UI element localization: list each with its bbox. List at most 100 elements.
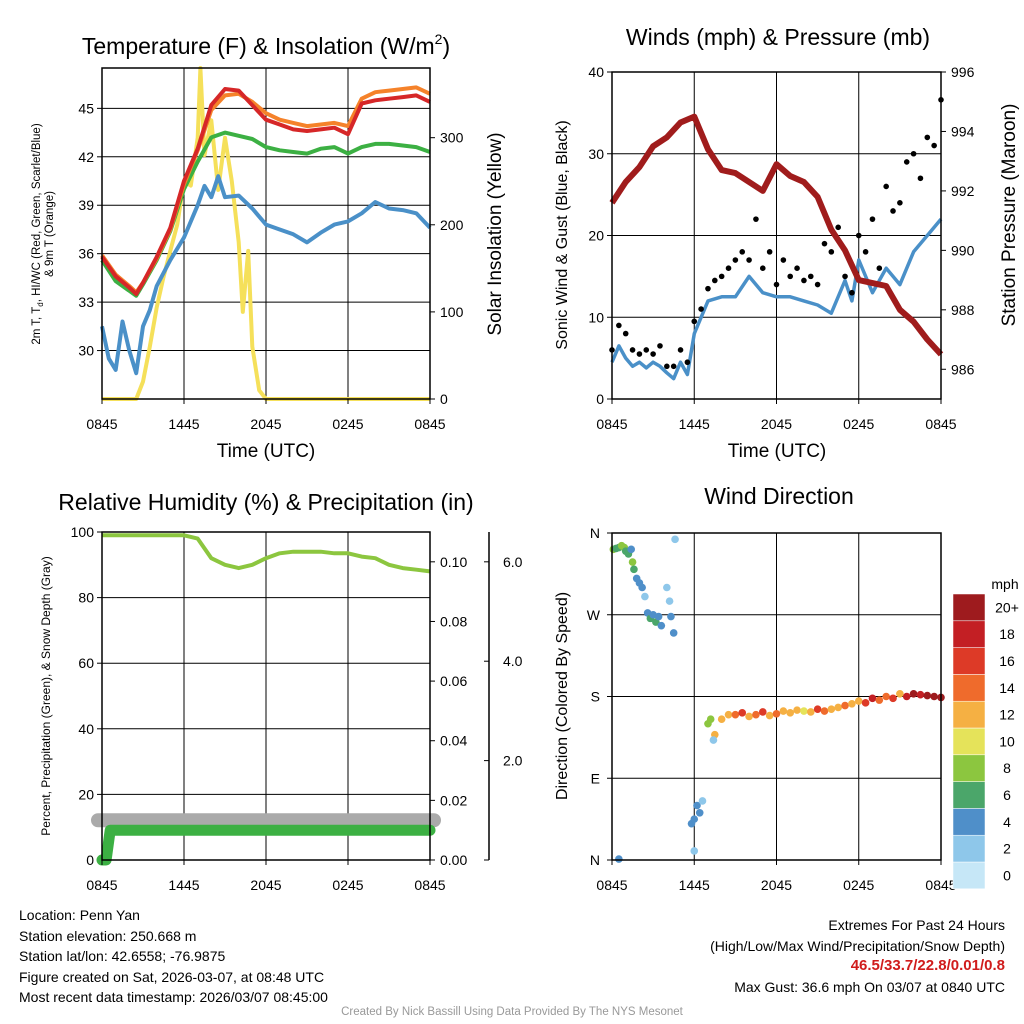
max-gust-text: Max Gust: 36.6 mph On 03/07 at 0840 UTC xyxy=(734,978,1005,995)
recent-data-text: Most recent data timestamp: 2026/03/07 0… xyxy=(19,989,328,1005)
direction-panel: Wind Direction N E S W N 0845 1445 2045 0245 0845… xyxy=(554,483,1019,893)
winds-gust-point xyxy=(725,265,732,272)
direction-point xyxy=(627,545,635,554)
winds-gust-point xyxy=(643,347,650,353)
winds-gust-point xyxy=(753,216,759,222)
winds-series-sonic-wind xyxy=(610,217,943,381)
direction-point xyxy=(793,706,801,714)
direction-point xyxy=(731,710,740,719)
direction-xtick-label: 0845 xyxy=(596,877,627,893)
humidity-ytick-label-right: 0.08 xyxy=(440,613,467,629)
colorbar-label: 12 xyxy=(999,707,1015,723)
winds-xlabel: Time (UTC) xyxy=(728,441,827,462)
direction-point xyxy=(875,696,884,704)
direction-point xyxy=(667,612,675,621)
winds-gust-point xyxy=(759,265,766,272)
winds-gust-point xyxy=(883,183,889,190)
credit-text: Created By Nick Bassill Using Data Provi… xyxy=(341,1006,683,1018)
winds-gust-point xyxy=(855,232,862,239)
colorbar-swatch xyxy=(952,593,986,622)
colorbar-label: 10 xyxy=(999,733,1015,749)
extremes-info: Extremes For Past 24 Hours (High/Low/Max… xyxy=(710,915,1005,997)
meteogram-figure: Temperature (F) & Insolation (W/m2) 30 33… xyxy=(31,24,1020,893)
colorbar-swatch xyxy=(952,674,986,702)
direction-point xyxy=(641,592,649,601)
colorbar-swatch xyxy=(952,834,986,863)
temperature-ylabel-right: Solar Insolation (Yellow) xyxy=(485,132,506,335)
humidity-ytick-label-right: 0.02 xyxy=(440,792,467,808)
colorbar-label: 20+ xyxy=(995,599,1019,615)
direction-point xyxy=(695,808,704,817)
direction-point xyxy=(665,597,674,605)
humidity-ytick-label: 0 xyxy=(86,852,94,868)
elevation-text: Station elevation: 250.668 m xyxy=(19,927,197,944)
direction-point xyxy=(638,583,646,592)
direction-xtick-label: 0845 xyxy=(925,877,956,893)
winds-ytick-label: 20 xyxy=(588,228,604,244)
temperature-panel: Temperature (F) & Insolation (W/m2) 30 33… xyxy=(31,31,506,462)
winds-ytick-label: 40 xyxy=(588,64,604,80)
direction-point xyxy=(806,708,815,716)
winds-gust-point xyxy=(807,273,814,280)
winds-gust-point xyxy=(780,257,787,263)
temperature-ytick-label: 36 xyxy=(78,246,94,262)
winds-gust-point xyxy=(636,351,643,357)
direction-point xyxy=(630,565,638,574)
winds-gust-point xyxy=(849,289,855,296)
winds-gust-point xyxy=(890,208,896,214)
winds-gust-point xyxy=(876,265,883,272)
direction-point xyxy=(765,711,774,720)
direction-xtick-label: 0245 xyxy=(843,877,874,893)
colorbar-label: 18 xyxy=(999,626,1015,642)
colorbar-label: 4 xyxy=(1003,814,1011,830)
humidity-xtick-label: 1445 xyxy=(168,877,199,893)
direction-xtick-label: 1445 xyxy=(679,877,710,893)
direction-point xyxy=(820,707,829,715)
winds-gust-point xyxy=(801,277,807,284)
direction-point xyxy=(896,689,904,698)
winds-ylabel-right: Station Pressure (Maroon) xyxy=(999,104,1020,327)
colorbar-label: 8 xyxy=(1003,760,1011,776)
latlon-text: Station lat/lon: 42.6558; -76.9875 xyxy=(19,948,226,964)
direction-point xyxy=(834,703,842,712)
temperature-plot: 30 33 36 39 42 45 0 100 200 300 0845 1445 2045 0245 08… xyxy=(78,66,464,432)
winds-gust-point xyxy=(718,273,725,280)
direction-point xyxy=(868,694,877,703)
humidity-ytick-label-right: 0.00 xyxy=(440,852,467,868)
direction-xtick-label: 2045 xyxy=(761,877,792,893)
winds-gust-point xyxy=(684,359,691,366)
humidity-xtick-label: 2045 xyxy=(250,877,281,893)
humidity-ytick-label-right: 0.04 xyxy=(440,733,467,749)
direction-point xyxy=(706,715,715,724)
extremes-title: Extremes For Past 24 Hours xyxy=(828,917,1005,933)
winds-ytick-label-right: 988 xyxy=(951,302,975,318)
winds-panel: Winds (mph) & Pressure (mb) 0 10 20 30 40 986… xyxy=(554,24,1020,462)
direction-point xyxy=(916,690,925,699)
humidity-ytick-label: 100 xyxy=(71,524,95,540)
winds-gust-point xyxy=(773,281,780,288)
winds-gust-point xyxy=(622,330,629,337)
winds-gust-point xyxy=(705,285,711,292)
winds-gust-point xyxy=(739,249,746,255)
winds-gust-point xyxy=(766,249,773,255)
winds-gust-point xyxy=(917,175,924,182)
humidity-panel: Relative Humidity (%) & Precipitation (i… xyxy=(39,489,523,893)
winds-gust-point xyxy=(869,216,876,222)
winds-xtick-label: 0245 xyxy=(843,416,874,432)
direction-point xyxy=(930,692,938,701)
colorbar-swatch xyxy=(952,620,986,648)
temperature-xtick-label: 0845 xyxy=(86,416,117,432)
direction-point xyxy=(657,621,666,630)
temperature-ytick-label: 33 xyxy=(78,294,94,310)
temperature-series-2m-t xyxy=(100,87,431,296)
temperature-ytick-label-right: 100 xyxy=(440,304,464,320)
direction-point xyxy=(693,801,701,810)
colorbar-label: 16 xyxy=(999,653,1015,669)
direction-title: Wind Direction xyxy=(704,483,854,509)
direction-ytick-label: E xyxy=(591,770,600,786)
humidity-ytick-label: 80 xyxy=(78,590,94,606)
direction-point xyxy=(758,708,767,716)
colorbar-swatch xyxy=(952,727,986,756)
direction-point xyxy=(709,736,718,744)
direction-point xyxy=(854,697,863,705)
